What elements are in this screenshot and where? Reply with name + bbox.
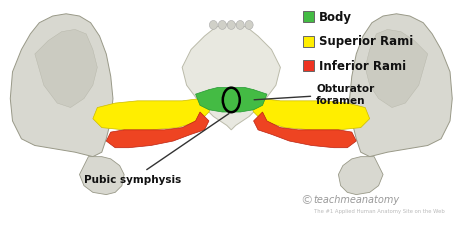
Text: teachmeanatomy: teachmeanatomy (314, 194, 400, 204)
Text: Body: Body (319, 11, 352, 23)
Polygon shape (338, 157, 383, 195)
Text: The #1 Applied Human Anatomy Site on the Web: The #1 Applied Human Anatomy Site on the… (314, 208, 445, 213)
Polygon shape (196, 88, 267, 112)
Ellipse shape (227, 21, 235, 30)
Polygon shape (106, 112, 209, 148)
Ellipse shape (245, 21, 253, 30)
Polygon shape (10, 15, 113, 157)
Text: Inferior Rami: Inferior Rami (319, 59, 406, 72)
Polygon shape (254, 112, 356, 148)
Text: Superior Rami: Superior Rami (319, 35, 413, 48)
Text: ©: © (301, 193, 313, 206)
Ellipse shape (210, 21, 218, 30)
Polygon shape (249, 90, 370, 130)
Polygon shape (365, 30, 428, 108)
Polygon shape (93, 90, 213, 130)
Text: Pubic symphysis: Pubic symphysis (84, 114, 229, 184)
Text: Obturator
foramen: Obturator foramen (254, 84, 374, 106)
FancyBboxPatch shape (303, 12, 314, 23)
Polygon shape (182, 24, 281, 130)
Polygon shape (35, 30, 97, 108)
FancyBboxPatch shape (303, 61, 314, 72)
Polygon shape (80, 157, 124, 195)
Ellipse shape (219, 21, 227, 30)
Ellipse shape (236, 21, 244, 30)
Polygon shape (350, 15, 452, 157)
FancyBboxPatch shape (303, 36, 314, 48)
